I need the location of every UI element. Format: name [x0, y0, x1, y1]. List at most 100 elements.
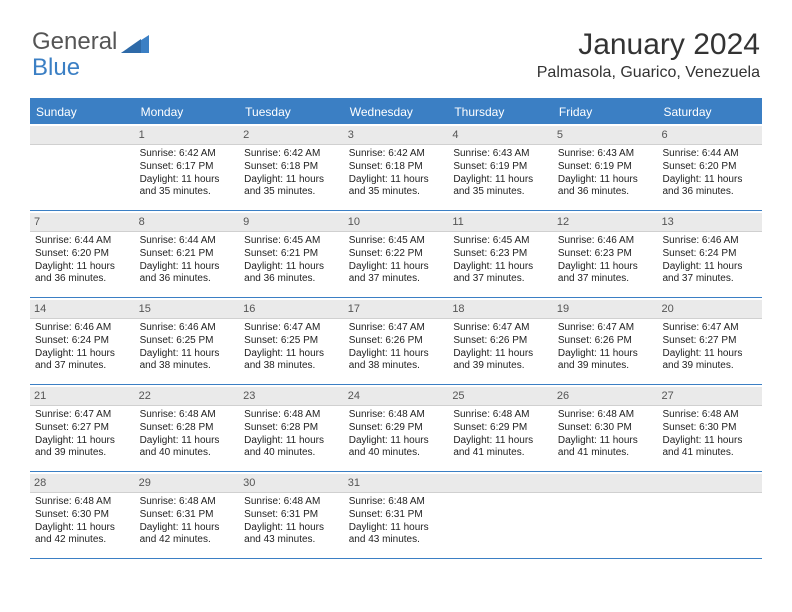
week-row: 14Sunrise: 6:46 AMSunset: 6:24 PMDayligh…	[30, 298, 762, 385]
day-details: Sunrise: 6:42 AMSunset: 6:18 PMDaylight:…	[348, 148, 445, 199]
day-details: Sunrise: 6:48 AMSunset: 6:28 PMDaylight:…	[139, 409, 236, 460]
day-details: Sunrise: 6:48 AMSunset: 6:30 PMDaylight:…	[661, 409, 758, 460]
day-number: 30	[239, 474, 344, 493]
day-details: Sunrise: 6:48 AMSunset: 6:30 PMDaylight:…	[557, 409, 654, 460]
weekday-thursday: Thursday	[448, 100, 553, 124]
day-number: 10	[344, 213, 449, 232]
day-number: 1	[135, 126, 240, 145]
day-22: 22 Sunrise: 6:48 AMSunset: 6:28 PMDayligh…	[135, 385, 240, 471]
weekday-row: SundayMondayTuesdayWednesdayThursdayFrid…	[30, 100, 762, 124]
week-row: 28 Sunrise: 6:48 AMSunset: 6:30 PMDayligh…	[30, 472, 762, 559]
logo: General	[32, 28, 149, 56]
day-5: 5Sunrise: 6:43 AMSunset: 6:19 PMDaylight…	[553, 124, 658, 210]
day-details: Sunrise: 6:48 AMSunset: 6:29 PMDaylight:…	[348, 409, 445, 460]
day-details: Sunrise: 6:47 AMSunset: 6:26 PMDaylight:…	[452, 322, 549, 373]
day-number: 27	[657, 387, 762, 406]
day-20: 20Sunrise: 6:47 AMSunset: 6:27 PMDayligh…	[657, 298, 762, 384]
day-details: Sunrise: 6:48 AMSunset: 6:30 PMDaylight:…	[34, 496, 131, 547]
day-details: Sunrise: 6:43 AMSunset: 6:19 PMDaylight:…	[452, 148, 549, 199]
day-details: Sunrise: 6:46 AMSunset: 6:24 PMDaylight:…	[34, 322, 131, 373]
day-number: 8	[135, 213, 240, 232]
day-2: 2 Sunrise: 6:42 AMSunset: 6:18 PMDaylight…	[239, 124, 344, 210]
day-29: 29 Sunrise: 6:48 AMSunset: 6:31 PMDayligh…	[135, 472, 240, 558]
day-details: Sunrise: 6:42 AMSunset: 6:17 PMDaylight:…	[139, 148, 236, 199]
day-number	[30, 126, 135, 145]
day-details: Sunrise: 6:47 AMSunset: 6:26 PMDaylight:…	[557, 322, 654, 373]
day-details: Sunrise: 6:47 AMSunset: 6:27 PMDaylight:…	[34, 409, 131, 460]
day-number: 20	[657, 300, 762, 319]
day-details: Sunrise: 6:45 AMSunset: 6:21 PMDaylight:…	[243, 235, 340, 286]
day-details: Sunrise: 6:48 AMSunset: 6:31 PMDaylight:…	[243, 496, 340, 547]
day-details: Sunrise: 6:44 AMSunset: 6:21 PMDaylight:…	[139, 235, 236, 286]
day-details: Sunrise: 6:48 AMSunset: 6:31 PMDaylight:…	[139, 496, 236, 547]
day-10: 10Sunrise: 6:45 AMSunset: 6:22 PMDayligh…	[344, 211, 449, 297]
header: General January 2024 Palmasola, Guarico,…	[0, 0, 792, 88]
day-9: 9 Sunrise: 6:45 AMSunset: 6:21 PMDaylight…	[239, 211, 344, 297]
day-number	[657, 474, 762, 493]
logo-line2: Blue	[32, 54, 80, 82]
week-row: 1 Sunrise: 6:42 AMSunset: 6:17 PMDaylight…	[30, 124, 762, 211]
day-number: 13	[657, 213, 762, 232]
day-details: Sunrise: 6:47 AMSunset: 6:25 PMDaylight:…	[243, 322, 340, 373]
day-number: 17	[344, 300, 449, 319]
day-number: 29	[135, 474, 240, 493]
day-details: Sunrise: 6:44 AMSunset: 6:20 PMDaylight:…	[661, 148, 758, 199]
day-1: 1 Sunrise: 6:42 AMSunset: 6:17 PMDaylight…	[135, 124, 240, 210]
logo-text-1: General	[32, 28, 117, 56]
day-6: 6 Sunrise: 6:44 AMSunset: 6:20 PMDaylight…	[657, 124, 762, 210]
day-number: 15	[135, 300, 240, 319]
day-number: 23	[239, 387, 344, 406]
day-19: 19 Sunrise: 6:47 AMSunset: 6:26 PMDayligh…	[553, 298, 658, 384]
day-number: 16	[239, 300, 344, 319]
day-30: 30 Sunrise: 6:48 AMSunset: 6:31 PMDayligh…	[239, 472, 344, 558]
day-empty	[553, 472, 658, 558]
day-number: 26	[553, 387, 658, 406]
day-details: Sunrise: 6:42 AMSunset: 6:18 PMDaylight:…	[243, 148, 340, 199]
day-empty	[657, 472, 762, 558]
day-number: 3	[344, 126, 449, 145]
day-number: 19	[553, 300, 658, 319]
day-number: 22	[135, 387, 240, 406]
day-17: 17Sunrise: 6:47 AMSunset: 6:26 PMDayligh…	[344, 298, 449, 384]
day-number: 2	[239, 126, 344, 145]
day-23: 23 Sunrise: 6:48 AMSunset: 6:28 PMDayligh…	[239, 385, 344, 471]
weekday-sunday: Sunday	[30, 100, 135, 124]
weeks-container: 1 Sunrise: 6:42 AMSunset: 6:17 PMDaylight…	[30, 124, 762, 559]
day-number	[553, 474, 658, 493]
day-27: 27 Sunrise: 6:48 AMSunset: 6:30 PMDayligh…	[657, 385, 762, 471]
day-details: Sunrise: 6:48 AMSunset: 6:31 PMDaylight:…	[348, 496, 445, 547]
day-14: 14Sunrise: 6:46 AMSunset: 6:24 PMDayligh…	[30, 298, 135, 384]
week-row: 21Sunrise: 6:47 AMSunset: 6:27 PMDayligh…	[30, 385, 762, 472]
day-number: 9	[239, 213, 344, 232]
day-number: 12	[553, 213, 658, 232]
logo-triangle-icon	[121, 31, 149, 53]
location-text: Palmasola, Guarico, Venezuela	[537, 64, 760, 82]
day-number: 31	[344, 474, 449, 493]
day-details: Sunrise: 6:46 AMSunset: 6:25 PMDaylight:…	[139, 322, 236, 373]
month-title: January 2024	[537, 28, 760, 62]
week-row: 7Sunrise: 6:44 AMSunset: 6:20 PMDaylight…	[30, 211, 762, 298]
day-16: 16 Sunrise: 6:47 AMSunset: 6:25 PMDayligh…	[239, 298, 344, 384]
day-empty	[448, 472, 553, 558]
day-number: 25	[448, 387, 553, 406]
day-3: 3 Sunrise: 6:42 AMSunset: 6:18 PMDaylight…	[344, 124, 449, 210]
weekday-friday: Friday	[553, 100, 658, 124]
day-18: 18Sunrise: 6:47 AMSunset: 6:26 PMDayligh…	[448, 298, 553, 384]
day-7: 7Sunrise: 6:44 AMSunset: 6:20 PMDaylight…	[30, 211, 135, 297]
day-details: Sunrise: 6:48 AMSunset: 6:29 PMDaylight:…	[452, 409, 549, 460]
day-number: 6	[657, 126, 762, 145]
logo-text-2: Blue	[32, 54, 80, 81]
weekday-wednesday: Wednesday	[344, 100, 449, 124]
day-number: 24	[344, 387, 449, 406]
day-details: Sunrise: 6:46 AMSunset: 6:24 PMDaylight:…	[661, 235, 758, 286]
day-number: 28	[30, 474, 135, 493]
day-empty	[30, 124, 135, 210]
weekday-tuesday: Tuesday	[239, 100, 344, 124]
day-details: Sunrise: 6:48 AMSunset: 6:28 PMDaylight:…	[243, 409, 340, 460]
day-12: 12 Sunrise: 6:46 AMSunset: 6:23 PMDayligh…	[553, 211, 658, 297]
day-details: Sunrise: 6:44 AMSunset: 6:20 PMDaylight:…	[34, 235, 131, 286]
day-8: 8 Sunrise: 6:44 AMSunset: 6:21 PMDaylight…	[135, 211, 240, 297]
day-details: Sunrise: 6:45 AMSunset: 6:23 PMDaylight:…	[452, 235, 549, 286]
day-details: Sunrise: 6:46 AMSunset: 6:23 PMDaylight:…	[557, 235, 654, 286]
day-number	[448, 474, 553, 493]
